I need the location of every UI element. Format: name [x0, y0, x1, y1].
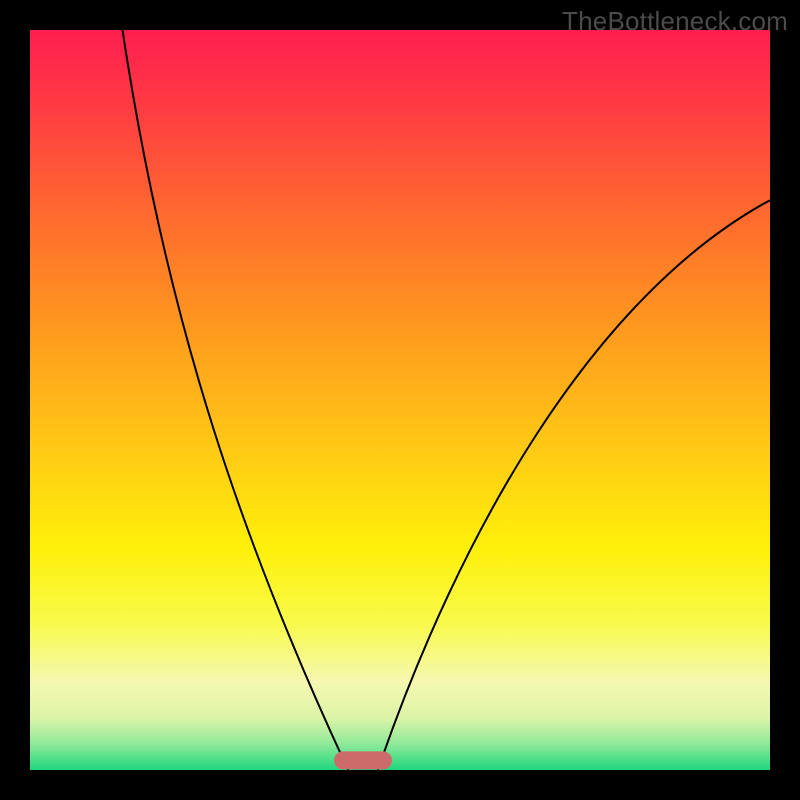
watermark-text: TheBottleneck.com: [562, 6, 788, 37]
minimum-marker: [334, 751, 392, 769]
chart-container: TheBottleneck.com: [0, 0, 800, 800]
bottleneck-curve-chart: [0, 0, 800, 800]
